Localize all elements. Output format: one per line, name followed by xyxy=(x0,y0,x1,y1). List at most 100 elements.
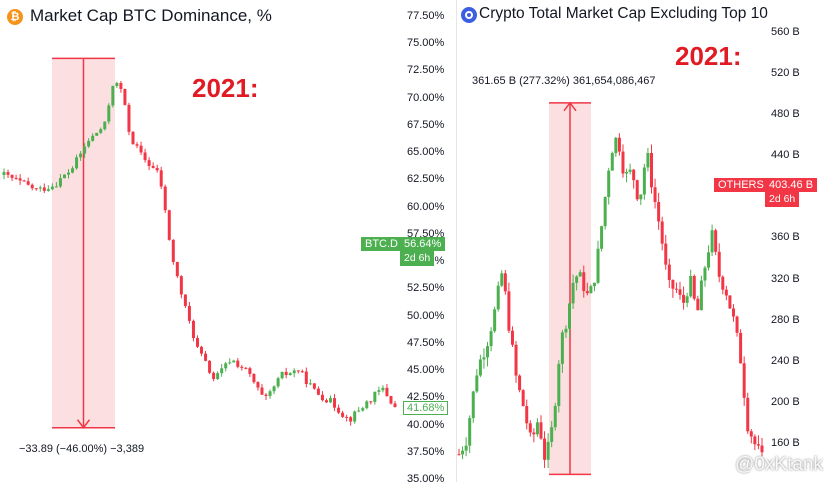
candle xyxy=(692,276,696,299)
candle xyxy=(617,137,621,152)
others-market-cap-chart xyxy=(457,101,764,476)
measure-arrowhead xyxy=(563,101,577,112)
y-tick-label: 72.50% xyxy=(407,64,445,77)
y-tick-label: 280 B xyxy=(771,313,800,326)
candle xyxy=(107,105,111,122)
candle xyxy=(707,252,711,268)
candle xyxy=(91,135,95,141)
candle xyxy=(535,422,539,435)
y-tick-label: 47.50% xyxy=(407,336,445,349)
end-value-tag: 41.68% xyxy=(403,401,449,415)
y-tick-label: 50.00% xyxy=(407,309,445,322)
candle xyxy=(550,427,554,442)
candle xyxy=(564,328,568,333)
y-tick-label: 65.00% xyxy=(407,146,445,159)
symbol-tag: OTHERS xyxy=(714,178,768,192)
candle xyxy=(724,289,728,296)
candle xyxy=(603,197,607,227)
candle xyxy=(244,367,248,369)
candle xyxy=(26,181,30,185)
candle xyxy=(228,362,232,364)
y-tick-label: 40.00% xyxy=(407,418,445,431)
current-value-tag: 56.64% xyxy=(400,237,446,251)
candle xyxy=(585,291,589,294)
coingecko-icon xyxy=(461,7,477,23)
candle xyxy=(119,83,123,89)
candle xyxy=(521,390,525,407)
bitcoin-icon: ₿ xyxy=(7,9,23,25)
current-value-tag: 403.46 B xyxy=(765,178,818,192)
candle xyxy=(151,165,155,168)
candle xyxy=(510,330,514,345)
candle xyxy=(6,172,10,175)
candle xyxy=(482,357,486,360)
candle xyxy=(232,360,236,363)
y-tick-label: 35.00% xyxy=(407,473,445,482)
year-annotation: 2021: xyxy=(675,41,742,71)
candle xyxy=(71,168,75,173)
candle xyxy=(143,152,147,161)
candle xyxy=(389,396,393,404)
candle xyxy=(111,86,115,106)
candle xyxy=(568,303,572,329)
candle xyxy=(760,445,764,453)
candle xyxy=(381,387,385,391)
measure-tool xyxy=(52,57,115,429)
candle xyxy=(147,160,151,166)
candle xyxy=(34,188,38,190)
countdown-tag: 2d 6h xyxy=(765,192,800,207)
candle xyxy=(685,296,689,303)
candle xyxy=(746,397,750,432)
candle xyxy=(296,370,300,372)
y-tick-label: 320 B xyxy=(771,272,800,285)
candle xyxy=(22,180,26,182)
candle xyxy=(678,289,682,295)
candle xyxy=(721,276,725,290)
candle xyxy=(385,387,389,397)
candle xyxy=(30,184,34,189)
candle xyxy=(664,243,668,265)
candle xyxy=(543,438,547,460)
candle xyxy=(500,273,504,286)
candle xyxy=(79,153,83,158)
candle xyxy=(159,170,163,187)
candle xyxy=(103,121,107,130)
candle xyxy=(224,363,228,369)
candles xyxy=(2,80,397,426)
y-tick-label: 520 B xyxy=(771,67,800,80)
candle xyxy=(264,394,268,396)
candle xyxy=(674,288,678,290)
candle xyxy=(308,383,312,385)
candle xyxy=(528,423,532,433)
candle xyxy=(83,146,87,154)
candle xyxy=(518,375,522,391)
candle xyxy=(155,167,159,171)
candle xyxy=(457,454,461,456)
year-annotation: 2021: xyxy=(192,73,259,103)
candle xyxy=(87,140,91,147)
candle xyxy=(212,372,216,380)
candle xyxy=(183,294,187,307)
candle xyxy=(195,338,199,347)
candle xyxy=(503,273,507,292)
candle xyxy=(353,411,357,422)
candle xyxy=(461,450,465,455)
candle xyxy=(260,387,264,395)
y-tick-label: 480 B xyxy=(771,108,800,121)
candle xyxy=(478,359,482,376)
candle xyxy=(163,186,167,211)
y-tick-label: 440 B xyxy=(771,149,800,162)
y-tick-label: 52.50% xyxy=(407,282,445,295)
candle xyxy=(486,346,490,358)
candle xyxy=(696,298,700,311)
measure-arrowhead xyxy=(76,419,91,429)
candle xyxy=(600,226,604,249)
candle xyxy=(539,422,543,439)
candle xyxy=(639,194,643,200)
y-tick-label: 57.50% xyxy=(407,227,445,240)
candle xyxy=(731,308,735,317)
candle xyxy=(657,202,661,222)
candle xyxy=(589,286,593,294)
candle xyxy=(62,174,66,179)
candle xyxy=(373,391,377,402)
